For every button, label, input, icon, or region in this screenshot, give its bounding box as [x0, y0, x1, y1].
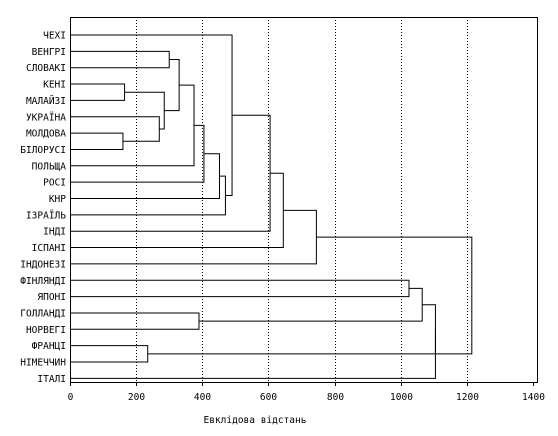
leaf-label: МАЛАЙЗІ: [26, 95, 66, 107]
dendrogram-link: [70, 83, 126, 101]
dendrogram-branches: [70, 34, 473, 379]
leaf-labels: ЧЕХІ ВЕНГРІ СЛОВАКІ КЕНІ МАЛАЙЗІ УКРАЇНА МОЛДО…: [20, 31, 66, 385]
x-tick-label: 800: [327, 392, 344, 403]
dendrogram-link: [70, 84, 195, 167]
x-tick-label: 1000: [390, 392, 413, 403]
leaf-label: ЧЕХІ: [43, 31, 66, 42]
dendrogram-link: [70, 114, 271, 232]
leaf-label: ФІНЛЯНДІ: [20, 276, 66, 287]
dendrogram-link: [70, 329, 436, 379]
dendrogram-link: [124, 91, 165, 130]
dendrogram-link: [198, 287, 423, 322]
dendrogram-link: [70, 209, 317, 265]
leaf-label: НІМЕЧЧИН: [20, 358, 66, 369]
x-tick-label: 200: [128, 392, 145, 403]
dendrogram-link: [164, 59, 180, 112]
dendrogram-link: [70, 312, 200, 330]
dendrogram-link: [316, 236, 473, 355]
x-tick-label: 400: [194, 392, 211, 403]
x-tick-label: 1200: [456, 392, 479, 403]
x-axis-ticks: 0 200 400 600 800 1000 1200 1400: [68, 382, 545, 403]
leaf-label: БІЛОРУСІ: [20, 145, 66, 156]
dendrogram-link: [70, 116, 160, 142]
x-axis-title: Евклідова відстань: [204, 415, 307, 426]
dendrogram-link: [70, 132, 124, 150]
grid-lines: [136, 17, 468, 382]
leaf-label: КЕНІ: [43, 80, 66, 91]
leaf-label: СЛОВАКІ: [26, 63, 66, 74]
leaf-label: ФРАНЦІ: [32, 341, 66, 352]
x-tick-label: 1400: [522, 392, 545, 403]
dendrogram-link: [70, 172, 284, 249]
dendrogram-link: [70, 50, 170, 69]
dendrogram-link: [70, 153, 220, 199]
leaf-label: ІЗРАЇЛЬ: [26, 210, 66, 221]
leaf-label: РОСІ: [43, 178, 66, 189]
x-tick-label: 600: [260, 392, 277, 403]
x-tick-label: 0: [68, 392, 74, 403]
leaf-label: УКРАЇНА: [26, 112, 66, 123]
dendrogram-link: [70, 124, 205, 183]
leaf-label: ІНДОНЕЗІ: [20, 259, 66, 270]
dendrogram-link: [70, 279, 410, 298]
leaf-label: ВЕНГРІ: [32, 47, 66, 58]
leaf-label: НОРВЕГІ: [26, 325, 66, 336]
leaf-label: ІНДІ: [43, 227, 66, 238]
leaf-label: ІСПАНІ: [32, 243, 66, 254]
leaf-label: КНР: [49, 194, 66, 205]
leaf-label: ЯПОНІ: [37, 292, 66, 303]
leaf-label: ГОЛЛАНДІ: [20, 308, 66, 319]
plot-frame: [70, 17, 538, 383]
leaf-label: МОЛДОВА: [26, 129, 66, 140]
leaf-label: ІТАЛІ: [37, 374, 66, 385]
leaf-label: ПОЛЬЩА: [32, 161, 67, 172]
dendrogram-link: [70, 34, 233, 196]
